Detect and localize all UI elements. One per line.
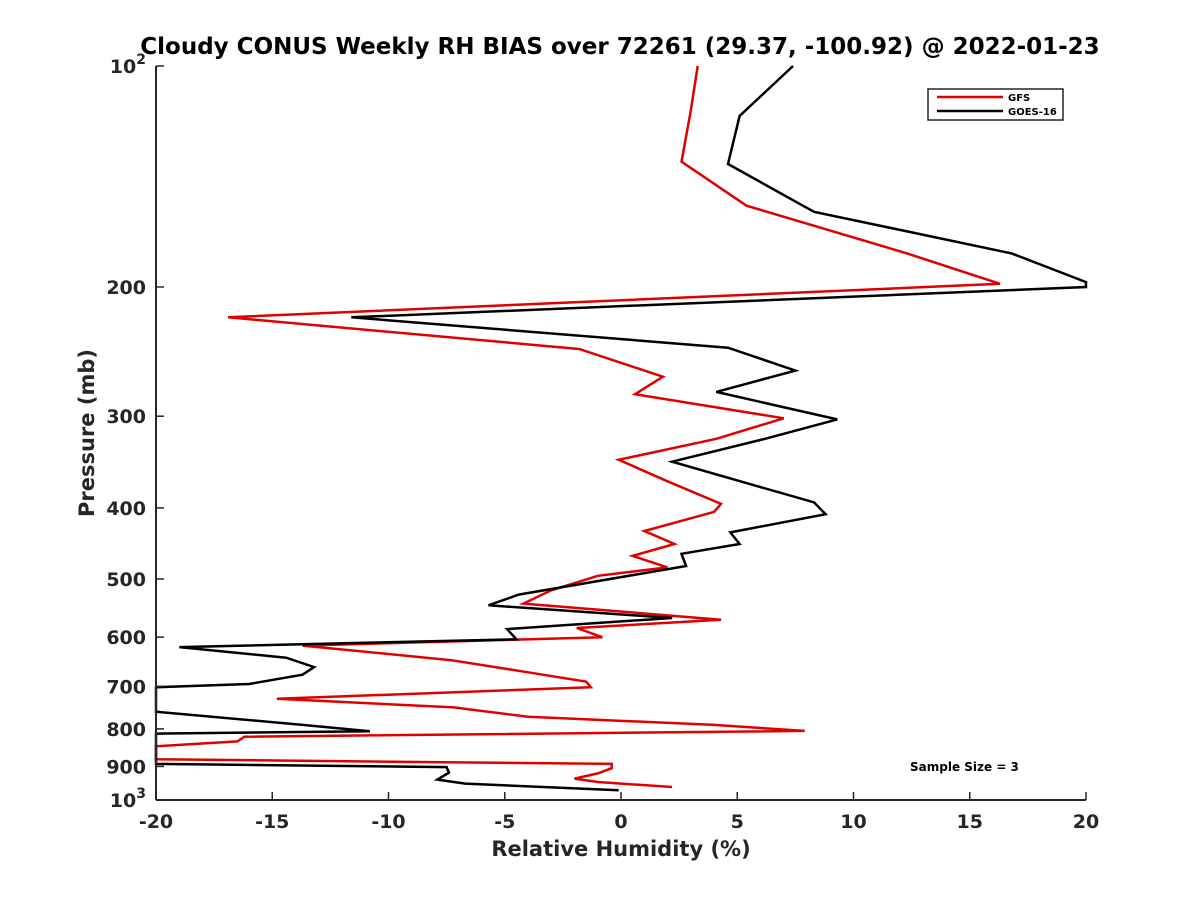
x-axis-ticks: -20 -15 -10 -5 0 5 10 15 20 <box>139 792 1099 833</box>
y-tick-label: 400 <box>106 498 146 520</box>
y-tick-label: 103 <box>110 786 146 812</box>
y-tick-label: 700 <box>106 676 146 698</box>
series-line-gfs <box>154 65 1001 789</box>
y-tick-label: 102 <box>110 52 146 78</box>
x-tick-label: 5 <box>731 811 744 833</box>
x-tick-label: -10 <box>371 811 405 833</box>
series-layer <box>154 65 1088 792</box>
y-tick-label: 300 <box>106 406 146 428</box>
y-tick-label: 200 <box>106 277 146 299</box>
y-tick-label: 900 <box>106 756 146 778</box>
plot-area <box>156 66 1086 800</box>
legend-label-gfs: GFS <box>1008 93 1030 104</box>
x-tick-label: 20 <box>1073 811 1099 833</box>
x-tick-label: -5 <box>494 811 515 833</box>
y-tick-label: 500 <box>106 569 146 591</box>
series-line-goes-16 <box>154 65 1088 792</box>
y-tick-label: 600 <box>106 627 146 649</box>
x-tick-label: -15 <box>255 811 289 833</box>
x-tick-label: -20 <box>139 811 173 833</box>
y-axis-ticks: 102 200 300 400 500 600 700 800 900 103 <box>106 52 164 812</box>
sample-size-annotation: Sample Size = 3 <box>910 760 1019 774</box>
y-axis-label: Pressure (mb) <box>75 349 99 517</box>
legend-box <box>927 88 1064 121</box>
legend: GFS GOES-16 <box>927 88 1064 121</box>
x-tick-label: 0 <box>614 811 627 833</box>
chart-title: Cloudy CONUS Weekly RH BIAS over 72261 (… <box>140 34 1099 60</box>
legend-label-goes-16: GOES-16 <box>1008 107 1057 118</box>
x-axis-label: Relative Humidity (%) <box>491 837 750 861</box>
y-tick-label: 800 <box>106 719 146 741</box>
x-tick-label: 15 <box>957 811 983 833</box>
x-tick-label: 10 <box>840 811 866 833</box>
